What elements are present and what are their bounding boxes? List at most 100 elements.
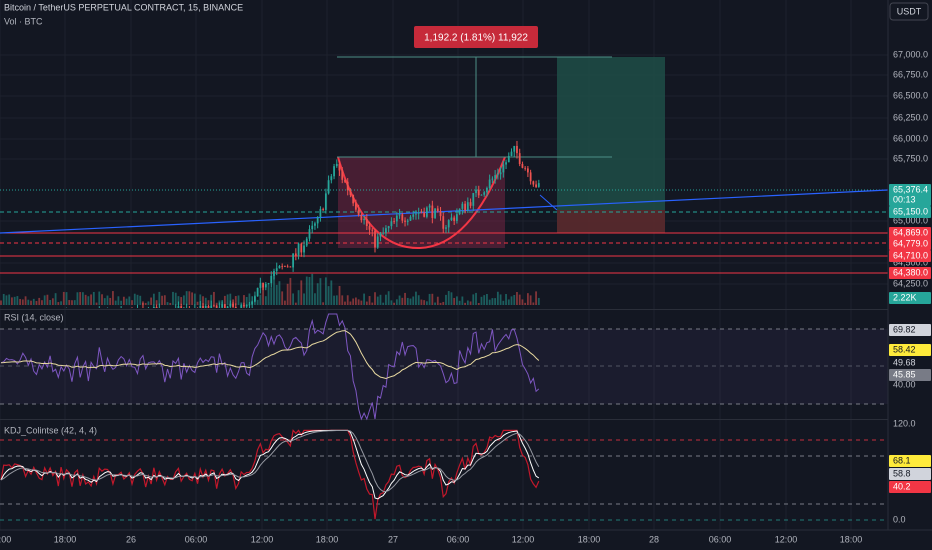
volume-bar [16,296,19,305]
price-label: 67,000.0 [893,49,928,59]
candle-body [245,304,248,307]
volume-bar [458,300,461,305]
price-badge: 00:13 [893,194,916,204]
volume-bar [535,291,537,305]
volume-bar [300,280,303,305]
volume-bar [450,292,453,305]
price-label: 66,500.0 [893,90,928,100]
kdj-d-line [0,429,540,492]
candle-body [401,214,404,221]
volume-bar [281,291,284,305]
volume-bar [259,294,262,305]
candle-body [431,205,434,218]
candle-body [234,306,237,308]
candle-body [450,217,453,221]
candle-body [335,163,338,167]
candle-body [412,214,415,217]
volume-bar [112,291,114,305]
volume-bar [442,301,445,305]
volume-bar [193,293,196,305]
candle-body [494,175,497,179]
volume-bar [297,290,300,305]
volume-bar [303,293,305,305]
rsi-badge-bg [889,344,931,356]
candle-body [202,305,204,308]
volume-bar [289,277,292,305]
volume-bar [210,294,213,305]
currency[interactable]: USDT [897,6,922,16]
candle-body [521,164,524,168]
volume-bar [464,302,466,305]
volume-bar [57,302,60,305]
candle-body [199,305,202,308]
candle-body [423,212,426,217]
volume-bar [21,299,24,305]
volume-bar [136,294,139,305]
candle-body [491,178,494,180]
candle-body [404,220,406,222]
time-label: 18:00 [840,534,863,544]
candle-body [248,304,251,306]
volume-bar [202,296,204,305]
volume-bar [114,300,117,305]
volume-bar [82,292,84,305]
volume-bar [8,294,11,305]
candle-body [253,296,256,302]
volume-bar [11,297,13,305]
time-label: 18:00 [54,534,77,544]
volume-bar [215,302,218,305]
volume-bar [330,280,333,305]
volume-bar [87,296,90,305]
volume-bar [439,302,442,305]
volume-bar [352,298,355,305]
price-badge: 2.22K [893,292,917,302]
volume-bar [245,296,248,305]
volume-bar [363,293,365,305]
time-label: 12:00 [512,534,535,544]
volume-bar [322,302,325,305]
currency-button[interactable] [889,2,929,21]
volume-bar [71,300,73,305]
volume-bar [420,299,423,305]
rsi-line [0,313,540,421]
time-label: 06:00 [185,534,208,544]
volume-bar [409,298,412,305]
volume-bar [120,300,123,305]
volume-bar [103,298,106,305]
volume-bar [510,296,513,305]
volume-bar [357,299,360,305]
volume-bar [453,297,456,305]
candle-body [434,208,436,218]
candle-body [371,229,374,231]
volume-bar [150,297,153,305]
volume-bar [101,294,103,305]
kdj-axis-label: 120.0 [893,418,916,428]
volume-bar [38,297,41,305]
volume-title: Vol · BTC [4,16,43,26]
volume-bar [177,296,180,305]
symbol-title: Bitcoin / TetherUS PERPETUAL CONTRACT, 1… [4,2,243,12]
candle-body [314,223,316,226]
kdj-axis-label: 0.0 [893,514,906,524]
volume-bar [43,295,46,305]
candle-body [267,283,270,285]
volume-bar [243,295,245,305]
kdj-badge: 40.2 [893,481,911,491]
volume-bar [537,297,540,305]
volume-bar [32,298,35,305]
volume-bar [133,293,136,305]
volume-bar [524,302,527,305]
volume-bar [461,296,464,305]
price-badge-bg [889,250,931,262]
candle-body [346,181,349,191]
volume-bar [513,294,516,305]
volume-bar [466,300,469,305]
price-badge-bg [889,194,931,206]
volume-bar [204,297,207,305]
volume-bar [505,294,507,305]
candle-body [417,212,420,214]
candle-body [499,172,502,175]
volume-bar [496,291,499,305]
volume-bar [270,287,273,305]
